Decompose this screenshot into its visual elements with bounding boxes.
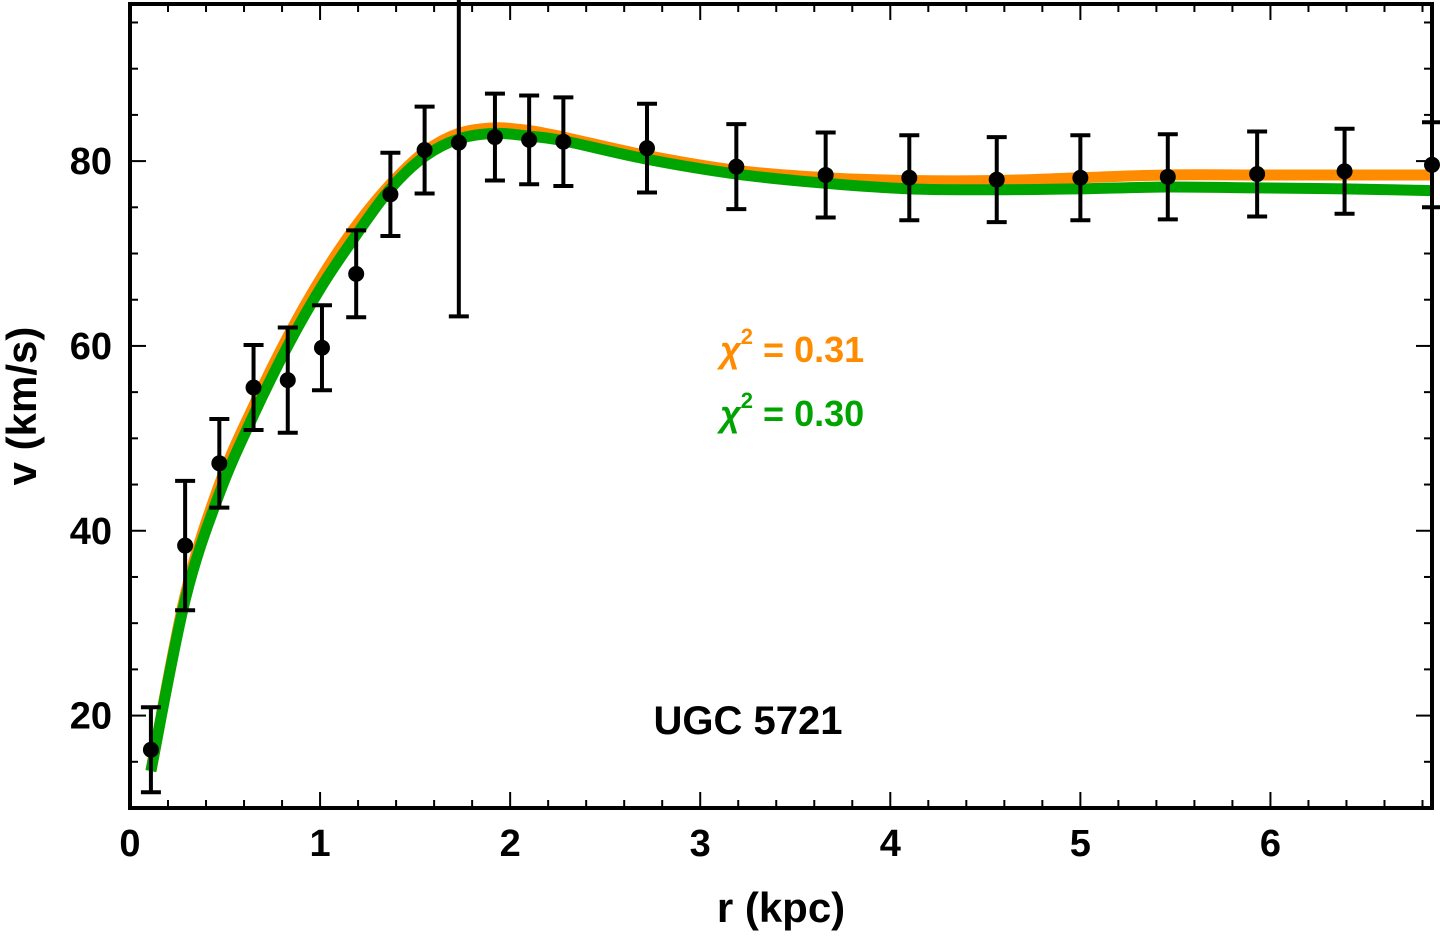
chi-symbol: χ xyxy=(716,329,742,370)
axis-ticks xyxy=(129,4,1432,808)
data-marker xyxy=(382,186,399,203)
data-point xyxy=(209,416,230,510)
data-marker xyxy=(1249,166,1266,183)
y-axis-label: v (km/s) xyxy=(0,327,45,486)
chi-superscript: 2 xyxy=(741,388,753,413)
data-point xyxy=(1070,133,1091,223)
x-tick-label: 2 xyxy=(500,823,521,865)
data-point xyxy=(1422,120,1440,210)
model-curves xyxy=(145,122,1433,773)
data-point xyxy=(414,104,435,196)
x-tick-label: 1 xyxy=(310,823,331,865)
x-tick-label: 6 xyxy=(1260,823,1281,865)
data-point xyxy=(484,91,505,183)
data-point xyxy=(636,101,657,195)
data-marker xyxy=(817,166,834,183)
data-marker xyxy=(728,158,745,175)
data-point xyxy=(346,228,367,320)
data-marker xyxy=(638,140,655,157)
chi2-annotation-green: χ2 = 0.30 xyxy=(716,388,864,434)
data-marker xyxy=(486,129,503,146)
data-point xyxy=(140,705,161,795)
data-point xyxy=(448,0,469,319)
data-point xyxy=(553,95,574,189)
data-marker xyxy=(988,171,1005,188)
data-marker xyxy=(555,133,572,150)
x-tick-label: 0 xyxy=(119,823,140,865)
data-marker xyxy=(1072,169,1089,186)
data-marker xyxy=(142,741,159,758)
chi-symbol: χ xyxy=(716,393,742,434)
data-point xyxy=(899,133,920,223)
data-marker xyxy=(245,379,262,396)
chi2-annotation-orange: χ2 = 0.31 xyxy=(716,324,864,370)
observations xyxy=(140,0,1440,795)
data-marker xyxy=(416,142,433,159)
data-point xyxy=(815,130,836,220)
data-point xyxy=(277,325,298,435)
data-marker xyxy=(521,131,538,148)
data-marker xyxy=(211,455,228,472)
data-point xyxy=(243,343,264,433)
y-tick-label: 20 xyxy=(70,696,112,738)
data-marker xyxy=(279,372,296,389)
x-axis-label: r (kpc) xyxy=(717,884,845,931)
data-marker xyxy=(177,537,194,554)
data-point xyxy=(986,135,1007,225)
data-point xyxy=(1247,129,1268,219)
data-marker xyxy=(1336,163,1353,180)
data-point xyxy=(311,303,332,393)
data-marker xyxy=(450,134,467,151)
data-point xyxy=(175,478,196,613)
chi-superscript: 2 xyxy=(741,324,753,349)
fit-curve-orange xyxy=(145,122,1432,773)
chi2-value: = 0.30 xyxy=(753,393,864,434)
data-point xyxy=(519,93,540,187)
data-point xyxy=(380,150,401,238)
data-point xyxy=(1334,126,1355,216)
x-tick-label: 5 xyxy=(1070,823,1091,865)
data-point xyxy=(726,122,747,212)
data-marker xyxy=(1424,156,1440,173)
x-tick-label: 4 xyxy=(880,823,901,865)
fit-curve-green xyxy=(145,127,1433,773)
data-marker xyxy=(348,265,365,282)
chi2-value: = 0.31 xyxy=(753,329,864,370)
plot-frame xyxy=(128,2,1434,810)
y-tick-label: 80 xyxy=(70,141,112,183)
tick-labels: 0 1 2 3 4 5 6 20 40 60 80 xyxy=(70,141,1281,865)
galaxy-label: UGC 5721 xyxy=(654,699,843,743)
data-marker xyxy=(901,169,918,186)
x-tick-label: 3 xyxy=(690,823,711,865)
data-marker xyxy=(313,339,330,356)
data-point xyxy=(1157,132,1178,222)
data-marker xyxy=(1159,168,1176,185)
y-tick-label: 60 xyxy=(70,326,112,368)
y-tick-label: 40 xyxy=(70,511,112,553)
